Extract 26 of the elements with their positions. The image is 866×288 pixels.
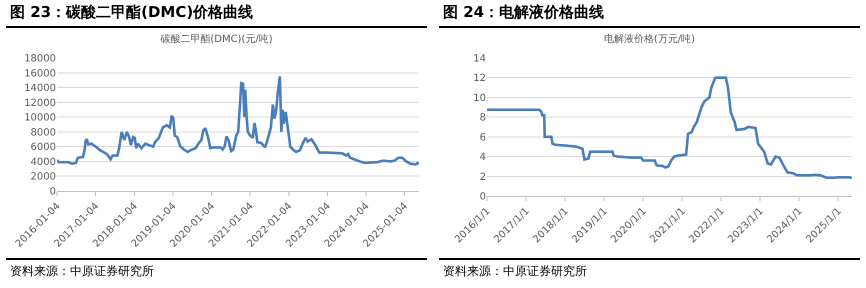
- line-series: [57, 75, 419, 166]
- chart-subtitle: 碳酸二甲酯(DMC)(元/吨): [159, 32, 273, 45]
- chart-title: 图 23：碳酸二甲酯(DMC)价格曲线: [6, 0, 427, 28]
- y-tick-label: 2: [480, 172, 486, 183]
- text: 资料来源：中原证券研究所: [6, 258, 427, 280]
- y-tick-label: 10: [473, 92, 486, 104]
- text: 资料来源：中原证券研究所: [439, 258, 860, 280]
- y-tick-label: 14000: [24, 83, 56, 94]
- line-series: [487, 76, 852, 180]
- chart-subtitle: 电解液价格(万元/吨): [604, 32, 696, 45]
- y-tick-label: 0: [480, 192, 486, 202]
- chart-title: 图 24：电解液价格曲线: [439, 0, 860, 28]
- y-tick-label: 18000: [24, 54, 56, 64]
- y-tick-label: 2000: [30, 172, 56, 183]
- y-tick-label: 0: [50, 186, 56, 198]
- y-tick-label: 12: [473, 73, 486, 84]
- y-tick-label: 4: [480, 152, 486, 164]
- y-tick-label: 8000: [30, 127, 56, 138]
- y-tick-label: 6000: [30, 142, 56, 154]
- y-tick-label: 16000: [24, 68, 56, 80]
- y-tick-label: 4000: [30, 156, 56, 168]
- y-tick-label: 10000: [24, 112, 56, 124]
- y-tick-label: 14: [473, 54, 486, 64]
- y-tick-label: 8: [480, 112, 486, 124]
- y-tick-label: 6: [480, 132, 486, 144]
- y-tick-label: 12000: [24, 98, 56, 109]
